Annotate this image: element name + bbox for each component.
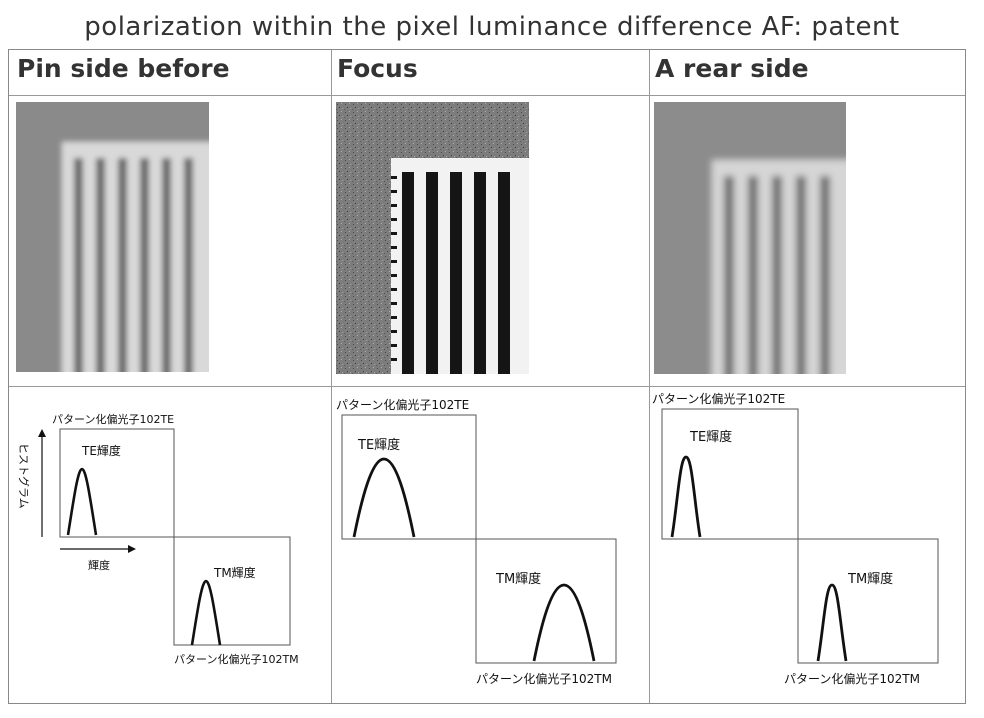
tm-peak-curve: [532, 583, 596, 662]
figure-caption: polarization within the pixel luminance …: [84, 12, 900, 42]
te-polarizer-label: パターン化偏光子102TE: [52, 412, 174, 426]
tm-polarizer-label: パターン化偏光子102TM: [784, 671, 920, 686]
te-luminance-label: TE輝度: [357, 437, 400, 453]
column-divider: [649, 50, 650, 703]
row-divider: [9, 95, 965, 96]
photo-focus: [336, 102, 529, 374]
header-pin-side-before: Pin side before: [17, 54, 230, 83]
luminance-axis-arrowhead: [128, 545, 136, 553]
tm-luminance-label: TM輝度: [847, 571, 893, 587]
te-luminance-label: TE輝度: [81, 443, 121, 458]
header-focus: Focus: [337, 54, 418, 83]
tm-frame: [797, 538, 939, 664]
tm-polarizer-label: パターン化偏光子102TM: [174, 652, 299, 666]
diagram-focus: パターン化偏光子102TE TE輝度 TM輝度 パターン化偏光子102TM: [336, 397, 617, 686]
luminance-axis-label: 輝度: [88, 558, 110, 572]
te-frame: [341, 414, 477, 540]
te-polarizer-label: パターン化偏光子102TE: [336, 397, 469, 412]
te-peak-curve: [66, 467, 98, 536]
tm-peak-curve: [816, 583, 848, 662]
photo-pin-side-before: [16, 102, 209, 372]
comparison-table: Pin side before Focus A rear side: [8, 49, 966, 704]
te-luminance-label: TE輝度: [689, 429, 732, 445]
tm-luminance-label: TM輝度: [213, 565, 256, 580]
diagram-pin-side-before: パターン化偏光子102TE ヒストグラム TE輝度 輝度 TM輝度 パターン化偏…: [17, 412, 299, 666]
te-peak-curve: [352, 457, 416, 538]
photo-rear-side: [654, 102, 846, 374]
tm-frame: [173, 536, 291, 646]
te-frame: [59, 428, 175, 538]
tm-polarizer-label: パターン化偏光子102TM: [476, 671, 612, 686]
column-divider: [331, 50, 332, 703]
te-frame: [661, 408, 799, 540]
tm-luminance-label: TM輝度: [495, 571, 541, 587]
tm-peak-curve: [190, 579, 222, 646]
histogram-axis-label: ヒストグラム: [17, 443, 31, 509]
header-rear-side: A rear side: [655, 54, 809, 83]
histogram-axis-arrowhead: [38, 429, 46, 437]
te-peak-curve: [670, 455, 702, 538]
diagram-rear-side: パターン化偏光子102TE TE輝度 TM輝度 パターン化偏光子102TM: [652, 391, 939, 686]
row-divider: [9, 386, 965, 387]
te-polarizer-label: パターン化偏光子102TE: [652, 391, 785, 406]
tm-frame: [475, 538, 617, 664]
